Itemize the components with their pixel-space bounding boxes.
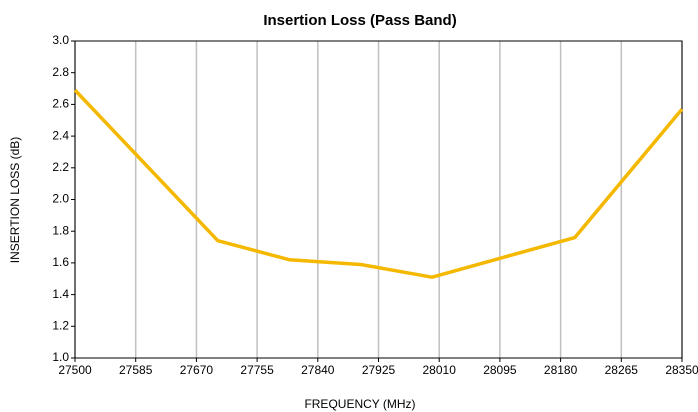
x-tick-label: 28350 [665,363,698,377]
y-tick-label: 2.2 [52,160,69,174]
y-tick-label: 2.8 [52,65,69,79]
x-tick-label: 27670 [180,363,214,377]
y-tick-label: 3.0 [52,33,69,47]
x-tick-label: 27500 [58,363,92,377]
x-tick-label: 28095 [483,363,517,377]
y-tick-label: 1.8 [52,223,69,237]
y-tick-label: 1.0 [52,350,69,364]
x-tick-label: 27585 [119,363,153,377]
x-tick-label: 28265 [605,363,639,377]
y-tick-label: 2.0 [52,192,69,206]
y-tick-label: 2.4 [52,128,69,142]
x-tick-label: 28010 [423,363,457,377]
y-tick-label: 1.4 [52,287,69,301]
y-axis-label: INSERTION LOSS (dB) [8,137,22,263]
x-tick-label: 27840 [301,363,335,377]
x-tick-label: 27925 [362,363,396,377]
chart-title: Insertion Loss (Pass Band) [263,12,456,29]
data-line [73,88,684,279]
y-tick-label: 2.6 [52,97,69,111]
y-tick-label: 1.6 [52,255,69,269]
plot-frame [74,40,683,359]
x-axis-label: FREQUENCY (MHz) [304,397,415,411]
y-tick-label: 1.2 [52,318,69,332]
x-tick-label: 28180 [544,363,578,377]
x-tick-label: 27755 [240,363,274,377]
